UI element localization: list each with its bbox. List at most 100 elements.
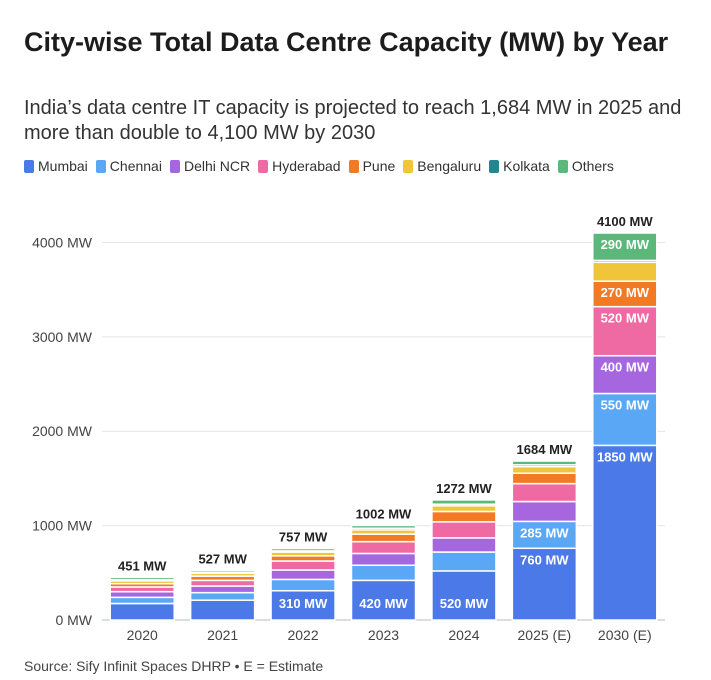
segment-label: 285 MW	[520, 525, 569, 540]
total-label: 451 MW	[118, 558, 167, 573]
bar-segment	[109, 602, 175, 621]
bar-segment	[431, 551, 497, 572]
bar-segment	[431, 537, 497, 553]
y-tick-label: 1000 MW	[32, 518, 93, 534]
bar-segment	[270, 560, 336, 571]
bar-segment	[350, 524, 417, 530]
bar-segment	[592, 280, 658, 308]
legend-label: Hyderabad	[272, 158, 341, 174]
legend-item-pune: Pune	[348, 158, 396, 174]
bar-segment	[431, 505, 497, 513]
chart-title: City-wise Total Data Centre Capacity (MW…	[24, 27, 669, 57]
legend-label: Chennai	[109, 158, 162, 174]
bar-segment	[270, 555, 336, 562]
bar-segment	[511, 472, 578, 485]
x-tick-label: 2025 (E)	[518, 627, 572, 643]
legend-item-mumbai: Mumbai	[24, 158, 88, 174]
bar-segment	[189, 599, 256, 621]
total-label: 527 MW	[198, 551, 247, 566]
bar-segment	[109, 590, 175, 599]
y-tick-label: 4000 MW	[32, 234, 93, 250]
segment-label: 400 MW	[601, 360, 650, 375]
total-label: 757 MW	[279, 530, 328, 545]
total-label: 1272 MW	[436, 481, 492, 496]
bar-segment	[592, 444, 658, 621]
bar-segment	[270, 569, 336, 581]
bar-segment	[270, 578, 336, 592]
bar-segment	[431, 521, 497, 539]
total-label: 4100 MW	[597, 214, 653, 229]
bar-segment	[592, 232, 658, 262]
bar-segment	[511, 520, 578, 550]
bar-segment	[350, 564, 417, 582]
bar-segment	[189, 591, 256, 601]
legend-swatch	[403, 159, 414, 173]
legend-label: Pune	[362, 158, 396, 174]
segment-label: 1850 MW	[597, 449, 653, 464]
y-tick-label: 0 MW	[55, 612, 92, 628]
legend-item-kolkata: Kolkata	[489, 158, 550, 174]
bar-segment	[511, 465, 578, 474]
x-tick-label: 2030 (E)	[598, 627, 652, 643]
bar-segment	[109, 596, 175, 605]
y-tick-label: 3000 MW	[32, 329, 93, 345]
legend-label: Kolkata	[503, 158, 550, 174]
bar-segment	[431, 570, 497, 621]
bar-segment	[511, 547, 578, 621]
bar-segment	[189, 579, 256, 587]
legend-item-others: Others	[557, 158, 614, 174]
chart-subtitle: India’s data centre IT capacity is proje…	[24, 97, 682, 144]
x-tick-label: 2023	[368, 627, 399, 643]
bar-segment	[270, 589, 336, 621]
bar-segment	[592, 354, 658, 395]
bar-segment	[511, 460, 578, 466]
x-tick-label: 2020	[127, 627, 158, 643]
segment-label: 310 MW	[279, 596, 328, 611]
stacked-bar-chart: 0 MW 1000 MW 2000 MW 3000 MW 4000 MW 451 MW 20…	[32, 214, 665, 643]
legend-item-hyderabad: Hyderabad	[258, 158, 341, 174]
legend-swatch	[348, 159, 359, 173]
legend: Mumbai Chennai Delhi NCR Hyderabad Pune Benga…	[24, 158, 614, 174]
x-tick-label: 2021	[207, 627, 238, 643]
legend-item-delhi-ncr: Delhi NCR	[169, 158, 251, 174]
bar-segment	[431, 510, 497, 523]
legend-swatch	[489, 159, 500, 173]
legend-swatch	[95, 159, 106, 173]
bar-segment	[109, 576, 175, 581]
y-tick-label: 2000 MW	[32, 423, 93, 439]
bar-segment	[511, 500, 578, 523]
segment-label: 550 MW	[601, 397, 650, 412]
segment-label: 270 MW	[601, 285, 650, 300]
x-tick-label: 2022	[287, 627, 318, 643]
bar-segment	[592, 305, 658, 357]
bar-segment	[189, 585, 256, 594]
legend-label: Others	[571, 158, 614, 174]
legend-label: Bengaluru	[417, 158, 482, 174]
bar-segment	[511, 482, 578, 503]
legend-swatch	[557, 159, 568, 173]
legend-item-chennai: Chennai	[95, 158, 162, 174]
bar-segment	[350, 552, 417, 567]
bar-segment	[431, 499, 497, 505]
segment-label: 760 MW	[520, 552, 569, 567]
segment-label: 520 MW	[440, 596, 489, 611]
total-label: 1684 MW	[517, 442, 573, 457]
x-tick-label: 2024	[448, 627, 479, 643]
segment-label: 420 MW	[359, 596, 408, 611]
legend-swatch	[258, 159, 269, 173]
legend-swatch	[24, 159, 34, 173]
total-label: 1002 MW	[356, 506, 412, 521]
bar-segment	[350, 540, 417, 555]
segment-label: 290 MW	[601, 237, 650, 252]
bar-segment	[350, 533, 417, 543]
source-note: Source: Sify Infinit Spaces DHRP • E = E…	[24, 658, 324, 674]
bar-segment	[592, 261, 658, 282]
bar-segment	[189, 569, 256, 573]
legend-label: Delhi NCR	[183, 158, 251, 174]
segment-label: 520 MW	[601, 311, 650, 326]
legend-swatch	[169, 159, 180, 173]
bar-segment	[270, 547, 336, 552]
legend-label: Mumbai	[38, 158, 88, 174]
legend-item-bengaluru: Bengaluru	[403, 158, 481, 174]
bar-segment	[350, 579, 417, 621]
